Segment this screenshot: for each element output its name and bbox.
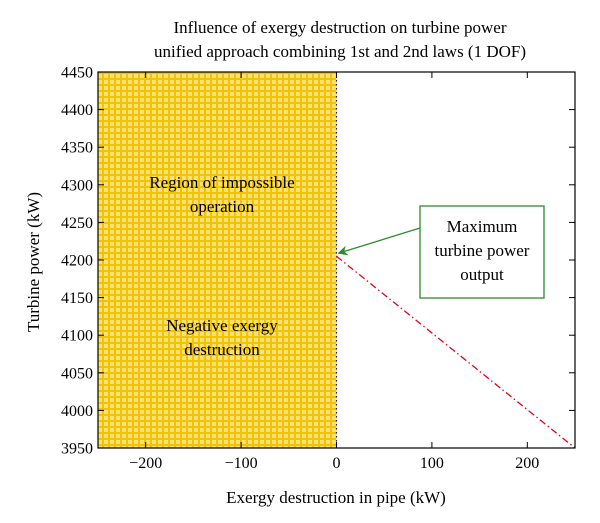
y-tick-label: 3950	[61, 441, 93, 458]
y-tick-label: 4000	[61, 403, 93, 420]
annotation-text-line: output	[460, 265, 504, 284]
y-tick-label: 4250	[61, 215, 93, 232]
x-axis-label: Exergy destruction in pipe (kW)	[226, 488, 446, 507]
region-label-line: operation	[190, 197, 255, 216]
y-tick-label: 4050	[61, 365, 93, 382]
annotation-text-line: Maximum	[447, 217, 518, 236]
annotation: Maximum turbine power output	[337, 205, 545, 299]
x-tick-label: 200	[515, 455, 539, 472]
y-tick-label: 4300	[61, 177, 93, 194]
x-tick-label: 100	[420, 455, 444, 472]
region-label-line: destruction	[184, 340, 260, 359]
annotation-text-line: turbine power	[435, 241, 530, 260]
x-axis: −200 −100 0 100 200	[129, 72, 539, 472]
region-label-line: Negative exergy	[166, 316, 278, 335]
y-tick-label: 4450	[61, 65, 93, 82]
chart-title: Influence of exergy destruction on turbi…	[174, 18, 507, 37]
y-tick-label: 4200	[61, 253, 93, 270]
y-tick-label: 4350	[61, 140, 93, 157]
region-labels: Region of impossible operation Negative ex…	[149, 173, 294, 359]
x-tick-label: −100	[225, 455, 258, 472]
y-tick-label: 4400	[61, 102, 93, 119]
y-axis-label: Turbine power (kW)	[24, 192, 43, 332]
x-tick-label: −200	[129, 455, 162, 472]
x-tick-label: 0	[333, 455, 341, 472]
shaded-region	[98, 72, 337, 448]
y-tick-label: 4150	[61, 290, 93, 307]
annotation-box	[419, 205, 545, 299]
region-label-line: Region of impossible	[149, 173, 294, 192]
chart-subtitle: unified approach combining 1st and 2nd l…	[154, 42, 526, 61]
y-tick-label: 4100	[61, 328, 93, 345]
annotation-arrow	[337, 227, 421, 256]
y-axis: 3950 4000 4050 4100 4150 4200 4250 4300 4350 4400…	[61, 65, 575, 458]
